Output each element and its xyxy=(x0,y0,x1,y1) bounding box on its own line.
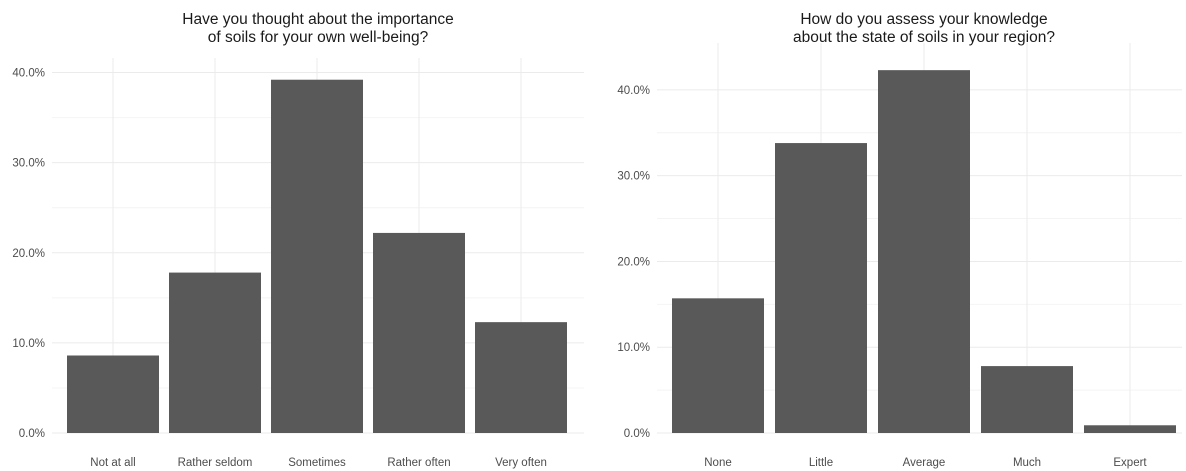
x-tick-label: None xyxy=(704,457,732,469)
y-tick-label: 40.0% xyxy=(617,85,650,97)
y-tick-label: 10.0% xyxy=(12,338,45,350)
y-tick-label: 30.0% xyxy=(12,158,45,170)
chart-title-line: of soils for your own well-being? xyxy=(208,29,429,46)
y-tick-label: 30.0% xyxy=(617,171,650,183)
bar-very-often xyxy=(475,322,567,433)
bar-average xyxy=(878,70,970,433)
bar-not-at-all xyxy=(67,355,159,433)
chart-panel-soil-wellbeing: 0.0% 10.0% 20.0% 30.0% 40.0% Not at all Rather… xyxy=(12,11,584,469)
y-tick-label: 10.0% xyxy=(617,342,650,354)
bar-rather-seldom xyxy=(169,272,261,433)
y-tick-label: 0.0% xyxy=(19,428,45,440)
bar-much xyxy=(981,366,1073,433)
bar-expert xyxy=(1084,425,1176,433)
x-tick-label: Much xyxy=(1013,457,1041,469)
x-tick-label: Average xyxy=(903,457,946,469)
y-tick-label: 40.0% xyxy=(12,68,45,80)
y-tick-label: 0.0% xyxy=(624,428,650,440)
chart-title-line: Have you thought about the importance xyxy=(182,11,453,28)
y-tick-label: 20.0% xyxy=(617,256,650,268)
chart-panel-soil-knowledge: 0.0% 10.0% 20.0% 30.0% 40.0% None Little Averag… xyxy=(617,11,1182,469)
x-tick-label: Expert xyxy=(1113,457,1147,469)
chart-title-line: about the state of soils in your region? xyxy=(793,29,1055,46)
bar-none xyxy=(672,298,764,433)
bar-little xyxy=(775,143,867,433)
chart-title-line: How do you assess your knowledge xyxy=(800,11,1047,28)
x-tick-label: Little xyxy=(809,457,833,469)
x-tick-label: Not at all xyxy=(90,457,135,469)
y-tick-label: 20.0% xyxy=(12,248,45,260)
x-tick-label: Very often xyxy=(495,457,547,469)
x-tick-label: Rather seldom xyxy=(178,457,253,469)
x-tick-label: Sometimes xyxy=(288,457,346,469)
bar-sometimes xyxy=(271,79,363,433)
x-tick-label: Rather often xyxy=(387,457,450,469)
bar-rather-often xyxy=(373,232,465,433)
